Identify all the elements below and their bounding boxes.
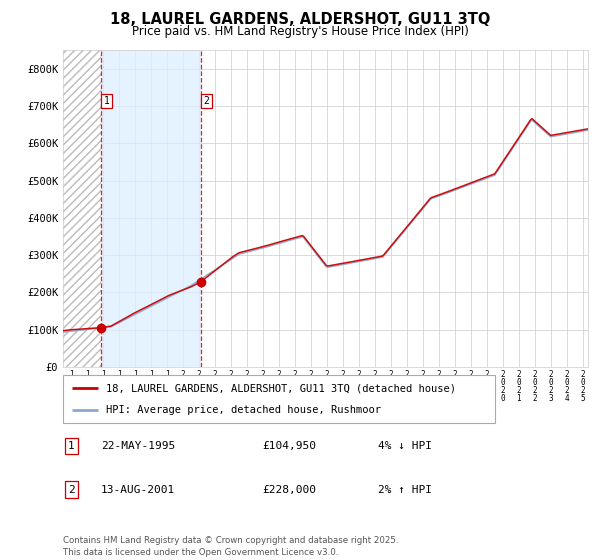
Text: 1: 1 xyxy=(103,96,109,106)
Text: 4% ↓ HPI: 4% ↓ HPI xyxy=(378,441,432,451)
Bar xyxy=(63,50,101,367)
Text: 13-AUG-2001: 13-AUG-2001 xyxy=(101,484,175,494)
Text: Contains HM Land Registry data © Crown copyright and database right 2025.
This d: Contains HM Land Registry data © Crown c… xyxy=(63,536,398,557)
Bar xyxy=(101,50,201,367)
Text: £228,000: £228,000 xyxy=(263,484,317,494)
Text: £104,950: £104,950 xyxy=(263,441,317,451)
Text: 22-MAY-1995: 22-MAY-1995 xyxy=(101,441,175,451)
Text: HPI: Average price, detached house, Rushmoor: HPI: Average price, detached house, Rush… xyxy=(106,405,381,415)
Text: 2% ↑ HPI: 2% ↑ HPI xyxy=(378,484,432,494)
Text: 2: 2 xyxy=(203,96,209,106)
Text: 18, LAUREL GARDENS, ALDERSHOT, GU11 3TQ (detached house): 18, LAUREL GARDENS, ALDERSHOT, GU11 3TQ … xyxy=(106,383,456,393)
Text: Price paid vs. HM Land Registry's House Price Index (HPI): Price paid vs. HM Land Registry's House … xyxy=(131,25,469,38)
Text: 1: 1 xyxy=(68,441,75,451)
Text: 18, LAUREL GARDENS, ALDERSHOT, GU11 3TQ: 18, LAUREL GARDENS, ALDERSHOT, GU11 3TQ xyxy=(110,12,490,27)
Text: 2: 2 xyxy=(68,484,75,494)
